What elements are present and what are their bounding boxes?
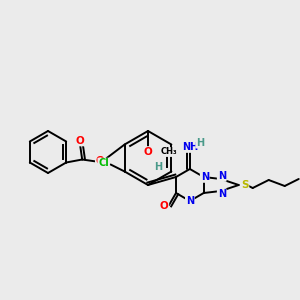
Text: O: O	[160, 201, 168, 211]
Text: O: O	[96, 157, 105, 166]
Text: S: S	[241, 180, 248, 190]
Text: CH₃: CH₃	[161, 148, 178, 157]
Text: N: N	[218, 171, 226, 181]
Text: H: H	[196, 138, 204, 148]
Text: H: H	[154, 162, 162, 172]
Text: Cl: Cl	[98, 158, 109, 169]
Text: NH: NH	[182, 142, 198, 152]
Text: N: N	[186, 196, 194, 206]
Text: O: O	[144, 147, 152, 157]
Text: N: N	[201, 172, 209, 182]
Text: O: O	[76, 136, 85, 146]
Text: imi: imi	[194, 146, 196, 147]
Text: N: N	[218, 189, 226, 199]
